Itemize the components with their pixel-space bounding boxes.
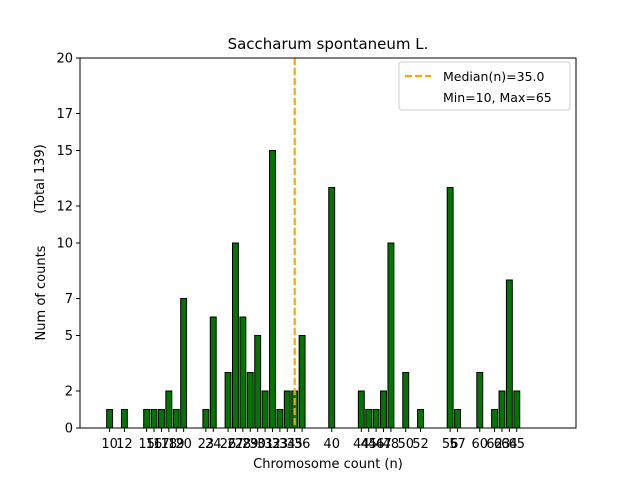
x-tick-label: 30 — [249, 437, 266, 452]
x-tick-label: 40 — [323, 437, 340, 452]
x-tick-label: 60 — [471, 437, 488, 452]
legend: Median(n)=35.0 Min=10, Max=65 — [398, 61, 571, 111]
bar-n27 — [232, 242, 239, 429]
y-tick-label: 17 — [56, 107, 73, 122]
y-tick-label: 0 — [65, 422, 73, 437]
x-tick-label: 23 — [198, 437, 215, 452]
bar-n17 — [157, 409, 165, 429]
x-tick-label: 63 — [494, 437, 511, 452]
bar-n47 — [380, 390, 387, 429]
x-tick-label: 62 — [486, 437, 503, 452]
x-tick-label: 18 — [161, 437, 178, 452]
x-tick-label: 36 — [294, 437, 311, 452]
chart-title: Saccharum spontaneum L. — [228, 35, 429, 53]
x-tick-label: 15 — [138, 437, 155, 452]
x-tick-label: 10 — [101, 437, 118, 452]
y-tick-label: 15 — [56, 144, 73, 159]
legend-entry-minmax: Min=10, Max=65 — [443, 90, 552, 105]
bar-n24 — [209, 316, 217, 429]
bar-n44 — [357, 390, 365, 429]
x-tick-label: 29 — [242, 437, 259, 452]
bar-n60 — [476, 372, 484, 429]
bar-n64 — [505, 279, 513, 429]
x-tick-label: 57 — [449, 437, 466, 452]
x-tick-label: 52 — [412, 437, 429, 452]
x-tick-label: 50 — [397, 437, 414, 452]
y-tick-label: 10 — [56, 237, 73, 252]
bar-n34 — [283, 390, 291, 429]
x-tick-label: 65 — [509, 437, 526, 452]
bar-n48 — [387, 242, 395, 429]
bar-n12 — [120, 409, 128, 429]
bar-n56 — [446, 187, 454, 429]
x-tick-label: 20 — [175, 437, 192, 452]
y-axis-label-total: (Total 139) — [33, 144, 48, 213]
x-tick-label: 19 — [168, 437, 185, 452]
legend-box — [398, 61, 571, 111]
bar-n10 — [106, 409, 114, 429]
x-tick-label: 12 — [116, 437, 133, 452]
x-axis-label: Chromosome count (n) — [253, 457, 403, 472]
x-tick-label: 16 — [146, 437, 163, 452]
bar-n18 — [165, 390, 173, 429]
bar-n50 — [402, 372, 410, 429]
bar-n31 — [261, 390, 269, 429]
bar-n52 — [417, 409, 424, 429]
bar-n32 — [269, 150, 276, 429]
bar-n30 — [254, 335, 262, 429]
y-tick-label: 12 — [56, 200, 73, 215]
bar-n29 — [246, 372, 254, 429]
bar-n15 — [143, 409, 151, 429]
x-tick-label: 33 — [272, 437, 289, 452]
bar-n65 — [513, 390, 521, 429]
x-tick-label: 32 — [264, 437, 281, 452]
x-tick-label: 26 — [220, 437, 237, 452]
bar-n57 — [454, 409, 462, 429]
y-tick-label: 7 — [65, 292, 73, 307]
legend-entry-median: Median(n)=35.0 — [443, 69, 544, 84]
bar-n20 — [180, 298, 188, 429]
y-tick-label: 20 — [56, 52, 73, 67]
bar-n40 — [328, 187, 336, 429]
x-tick-label: 45 — [360, 437, 377, 452]
bar-n19 — [172, 409, 180, 429]
bar-n62 — [491, 409, 499, 429]
x-tick-label: 35 — [286, 437, 303, 452]
x-tick-label: 24 — [205, 437, 222, 452]
x-tick-label: 64 — [501, 437, 518, 452]
bar-n46 — [372, 409, 380, 429]
x-tick-label: 46 — [368, 437, 385, 452]
y-tick-label: 5 — [65, 329, 73, 344]
x-tick-label: 48 — [383, 437, 400, 452]
bar-n28 — [239, 316, 247, 429]
x-tick-label: 17 — [153, 437, 170, 452]
x-tick-label: 27 — [227, 437, 244, 452]
x-tick-label: 31 — [257, 437, 274, 452]
y-axis-label-main: Num of counts — [34, 245, 49, 340]
x-tick-label: 28 — [235, 437, 252, 452]
x-tick-label: 34 — [279, 437, 296, 452]
bar-n45 — [365, 409, 373, 429]
bar-n33 — [276, 409, 284, 429]
bar-n23 — [202, 409, 210, 429]
x-tick-label: 47 — [375, 437, 392, 452]
bar-n16 — [150, 409, 158, 429]
bar-n36 — [298, 335, 306, 429]
y-tick-label: 2 — [65, 385, 73, 400]
x-tick-label: 56 — [442, 437, 459, 452]
bar-n26 — [224, 372, 232, 429]
bar-n63 — [498, 390, 506, 429]
x-tick-label: 44 — [353, 437, 370, 452]
